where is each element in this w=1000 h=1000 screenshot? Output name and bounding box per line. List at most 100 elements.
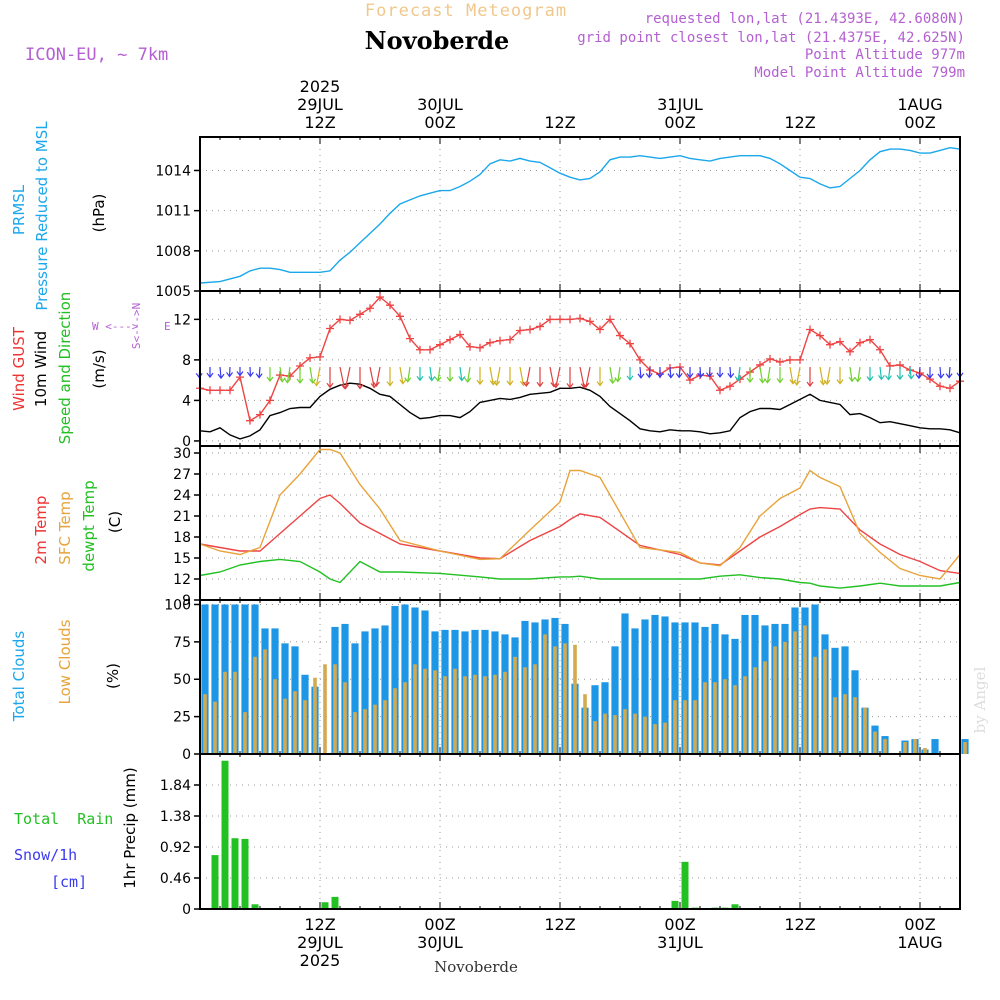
wind-arrow [467, 366, 471, 383]
low-cloud-bar [733, 685, 737, 754]
wind-arrow-head [416, 375, 424, 382]
wind-arrow-head [506, 380, 514, 386]
gust-point [806, 325, 814, 334]
wind-arrow-head [519, 380, 527, 387]
product-title: Forecast Meteogram [365, 1, 567, 21]
low-cloud-bar [223, 671, 227, 754]
gust-point [936, 382, 944, 391]
y-tick-label: 1005 [155, 284, 191, 300]
low-cloud-bar [833, 697, 837, 754]
y-tick-label: 1011 [155, 204, 191, 220]
y-tick-label: 0.92 [160, 840, 191, 856]
wind-arrow [315, 366, 321, 386]
wind-arrow-head [283, 378, 291, 384]
low-cloud-bar [323, 664, 327, 754]
time-label: 00Z [424, 915, 455, 934]
wind-arrow-head [458, 376, 466, 382]
wind-arrow-head [656, 372, 664, 379]
low-cloud-bar [403, 682, 407, 754]
precip-labels: Total Rain Snow/1h [cm] 1hr Precip (mm) [14, 767, 139, 891]
low-cloud-bar [773, 646, 777, 754]
low-cloud-bar [523, 667, 527, 754]
footer-location: Novoberde [434, 958, 518, 976]
panel-temperature: 9 12 15 18 21 24 27 30 [173, 445, 961, 609]
total-cloud-bar [241, 604, 249, 754]
wind-arrow-head [428, 376, 436, 382]
time-label: 00Z [904, 915, 935, 934]
low-cloud-bar [343, 682, 347, 754]
low-cloud-bar [743, 676, 747, 754]
wind-arrow-head [727, 373, 735, 379]
panel-frame [199, 136, 961, 292]
wind-arrow [826, 366, 831, 385]
wind-arrow [617, 366, 621, 382]
low-cloud-bar [493, 674, 497, 754]
y-tick-label: 1014 [155, 163, 191, 179]
wind-arrow [729, 366, 732, 378]
gust-point [626, 339, 634, 348]
low-cloud-bar [363, 709, 367, 754]
low-cloud-bar [283, 698, 287, 754]
total-clouds-label: Total Clouds [10, 631, 28, 723]
y-tick-label: 0.46 [160, 871, 191, 887]
low-cloud-bar [613, 715, 617, 754]
y-tick-label: 0 [182, 902, 191, 918]
wind-arrow [258, 366, 261, 378]
gust-point [716, 386, 724, 395]
low-cloud-bar [433, 670, 437, 754]
total-cloud-bar [401, 604, 409, 754]
wind-arrow-head [926, 373, 934, 379]
gust-point [346, 316, 354, 325]
wind-arrow-head [206, 372, 214, 379]
wind-arrow [407, 366, 411, 382]
wind-arrow-head [705, 372, 713, 378]
time-label: 30JUL [417, 95, 463, 114]
y-tick-label: 15 [173, 551, 191, 567]
gust-point [506, 335, 514, 344]
total-cloud-bar [371, 628, 379, 754]
gust-point [356, 310, 364, 319]
total-cloud-bar [211, 604, 219, 754]
low-cloud-bar [683, 700, 687, 754]
wind-arrow [678, 366, 681, 378]
gust-point [406, 334, 414, 343]
gust-point [316, 352, 324, 361]
low-cloud-bar [443, 676, 447, 754]
requested-coords: requested lon,lat (21.4393E, 42.6080N) [645, 11, 965, 27]
temperature-labels: 2m Temp SFC Temp dewpt Temp (C) [32, 480, 124, 571]
low-cloud-bar [713, 682, 717, 754]
wind-speed-label: Speed and Direction [56, 292, 74, 445]
wind-arrow-head [493, 380, 501, 387]
total-cloud-bar [621, 613, 629, 754]
gust-point [436, 340, 444, 349]
panel-precipitation: 0 0.46 0.92 1.38 1.84 [160, 753, 961, 918]
wind-arrow-head [945, 373, 953, 379]
y-tick-label: 18 [173, 530, 191, 546]
gust-point [516, 326, 524, 335]
gust-point [816, 331, 824, 340]
rain-bar [321, 902, 329, 909]
wind-arrow-head [637, 373, 645, 379]
wind-arrow [339, 366, 345, 389]
wind-arrow-head [675, 373, 683, 379]
y-tick-label: 12 [173, 312, 191, 328]
wind-arrow-head [434, 376, 442, 382]
wind-arrow-head [255, 373, 263, 379]
precip-axis-label: 1hr Precip (mm) [121, 767, 139, 888]
gust-point [366, 304, 374, 313]
low-cloud-bar [853, 697, 857, 754]
time-label: 2025 [300, 77, 341, 96]
gust-point [786, 355, 794, 364]
y-tick-label: 25 [173, 710, 191, 726]
wind-gust-label: Wind GUST [10, 326, 28, 411]
snow-label: Snow/1h [14, 846, 77, 864]
low-cloud-bar [503, 671, 507, 754]
compass-w: W <---> [92, 320, 139, 333]
low-cloud-bar [643, 716, 647, 754]
low-cloud-bar [813, 656, 817, 754]
low-cloud-bar [463, 676, 467, 754]
low-cloud-bar [513, 656, 517, 754]
y-tick-label: 1.84 [160, 778, 191, 794]
total-cloud-bar [611, 646, 619, 754]
time-label: 29JUL [297, 95, 343, 114]
